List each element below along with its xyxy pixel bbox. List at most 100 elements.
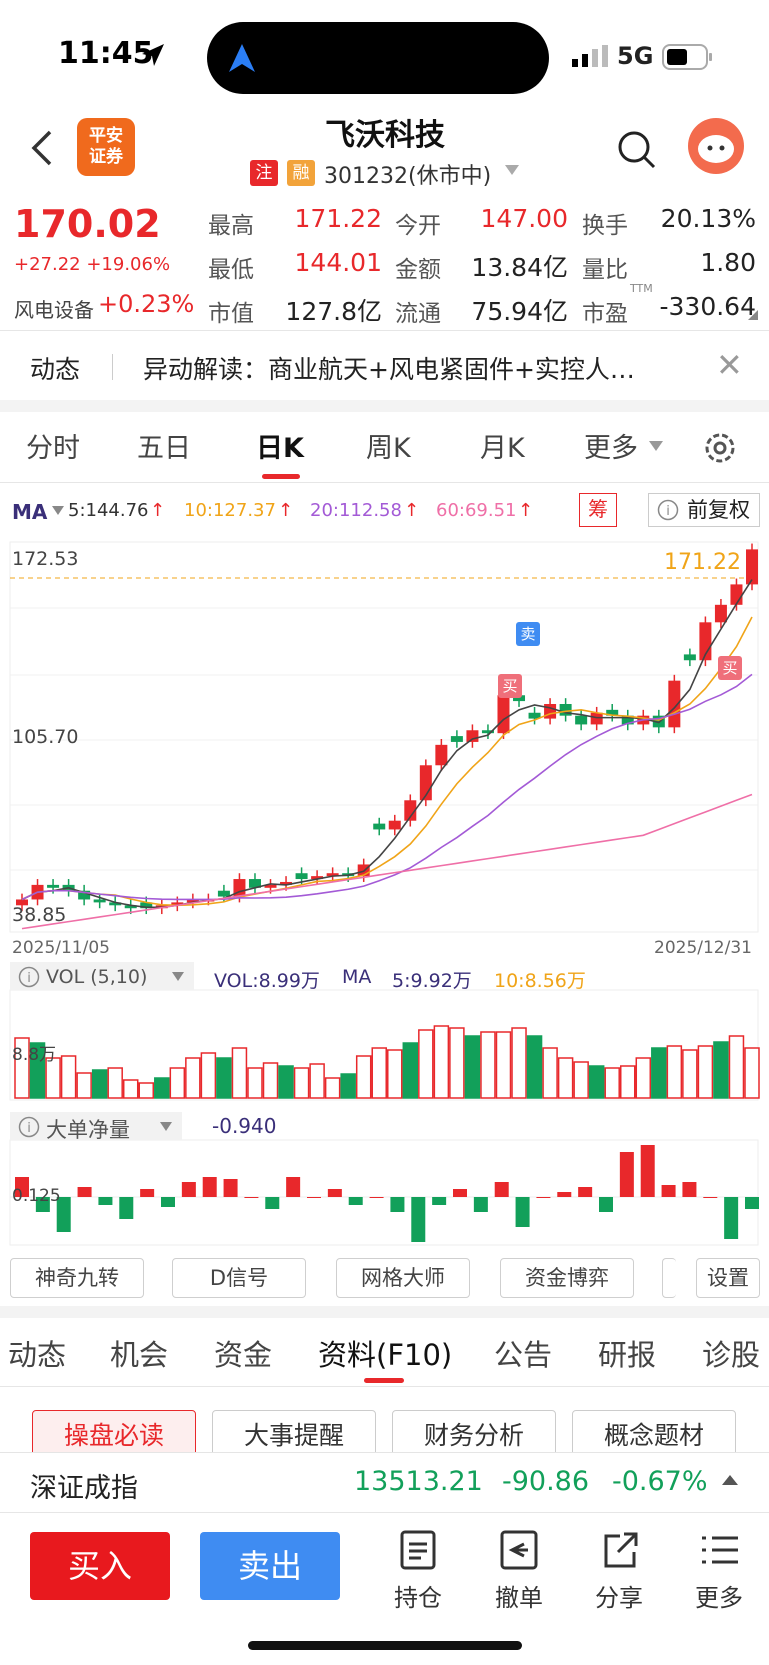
ftab-f10[interactable]: 资料(F10) [318,1338,453,1372]
sub-events[interactable]: 大事提醒 [212,1410,376,1458]
label-high: 最高 [208,213,254,239]
kline-chart[interactable] [0,0,769,1260]
info-icon: i [657,499,679,521]
volume-bar [728,1035,745,1099]
sell-button[interactable]: 卖出 [200,1532,340,1600]
more-label[interactable]: 更多 [695,1584,743,1612]
buy-signal-badge-2: 买 [718,656,742,680]
ma-line [21,579,753,909]
volume-bar [14,1037,30,1099]
back-icon[interactable] [28,128,58,168]
vol-dropdown-icon[interactable] [172,972,184,982]
ftab-active-indicator [364,1378,404,1383]
index-pct: -0.67% [612,1466,708,1497]
more-icon[interactable] [700,1530,740,1570]
date-end: 2025/12/31 [654,938,752,958]
index-expand-icon[interactable] [722,1474,738,1486]
settings-icon[interactable] [702,430,738,466]
adjust-mode-button[interactable]: i 前复权 [648,493,760,527]
tab-intraday[interactable]: 分时 [26,433,80,464]
candle-body [326,873,339,877]
volume-bar [29,1042,46,1099]
vol-title: VOL (5,10) [46,966,148,988]
bigorder-bar [536,1197,551,1198]
sector-name[interactable]: 风电设备 [14,298,94,322]
tab-daily-k[interactable]: 日K [256,433,304,464]
candle-body [295,873,308,880]
svg-text:i: i [666,504,670,519]
bigorder-dropdown-icon[interactable] [160,1122,172,1132]
ftab-opportunity[interactable]: 机会 [110,1338,169,1372]
tool-d-signal[interactable]: D信号 [172,1258,306,1298]
ma60-value: 60:69.51 [436,500,517,521]
tool-grid-master[interactable]: 网格大师 [336,1258,470,1298]
bigorder-bar [223,1179,238,1197]
tab-five-day[interactable]: 五日 [137,433,191,464]
vol-info-icon[interactable]: i [18,966,40,988]
ma10-value: 10:127.37 [184,500,276,521]
bigorder-bar [77,1187,92,1197]
volume-bar [744,1047,760,1099]
ftab-diagnosis[interactable]: 诊股 [702,1338,761,1372]
tab-weekly-k[interactable]: 周K [366,433,411,464]
tab-monthly-k[interactable]: 月K [480,433,525,464]
value-turnover: 20.13% [660,204,756,233]
index-bar[interactable] [0,1452,769,1512]
avatar[interactable] [688,118,744,174]
candle-body [93,899,106,903]
position-icon[interactable] [400,1530,436,1570]
tool-settings[interactable]: 设置 [696,1258,760,1298]
tab-more[interactable]: 更多 [584,433,638,464]
value-open: 147.00 [480,204,568,233]
stock-code[interactable]: 301232(休市中) [324,164,492,189]
close-icon[interactable]: ✕ [716,346,743,384]
bigorder-bar [119,1197,134,1219]
label-low: 最低 [208,257,254,283]
more-dropdown-icon[interactable] [648,440,664,452]
share-label[interactable]: 分享 [595,1584,643,1612]
bigorder-bar [35,1197,50,1212]
sub-financial[interactable]: 财务分析 [392,1410,556,1458]
value-pe: -330.64 [659,292,757,321]
cancel-order-label[interactable]: 撤单 [495,1584,543,1612]
candle-body [435,744,448,766]
ftab-announcement[interactable]: 公告 [494,1338,553,1372]
y-axis-mid: 105.70 [12,726,79,748]
bigorder-info-icon[interactable]: i [18,1116,40,1138]
ma-dropdown-icon[interactable] [52,506,64,516]
tool-nine-turn[interactable]: 神奇九转 [10,1258,144,1298]
candle-body [466,730,479,742]
dropdown-icon[interactable] [504,164,520,176]
news-text[interactable]: 异动解读：商业航天+风电紧固件+实控人… [143,355,635,384]
ma-label[interactable]: MA [12,500,48,524]
sub-concepts[interactable]: 概念题材 [572,1410,736,1458]
volume-bar [713,1041,729,1099]
share-icon[interactable] [600,1530,640,1570]
buy-button[interactable]: 买入 [30,1532,170,1600]
tool-capital-game[interactable]: 资金博弈 [500,1258,634,1298]
network-type: 5G [617,42,654,70]
candle-body [404,800,417,821]
sub-must-read[interactable]: 操盘必读 [32,1410,196,1458]
volume-bar [169,1067,186,1099]
ftab-research[interactable]: 研报 [598,1338,657,1372]
value-low: 144.01 [294,248,382,277]
position-label[interactable]: 持仓 [394,1584,442,1612]
volume-bar [604,1067,620,1099]
chip-distribution-button[interactable]: 筹 [579,493,617,527]
volume-bar [651,1047,667,1099]
vol-ma-label: MA [342,966,372,988]
ma60-line [21,793,753,930]
vol-indicator-selector[interactable] [10,962,194,990]
expand-corner-icon[interactable] [748,310,758,320]
candle-body [450,736,463,742]
ma10-up-icon: ↑ [278,500,294,521]
candle-body [528,712,541,719]
current-price: 170.02 [14,202,161,246]
tool-partial[interactable] [662,1258,676,1298]
ftab-capital[interactable]: 资金 [214,1338,273,1372]
ftab-news[interactable]: 动态 [8,1338,67,1372]
bigorder-title: 大单净量 [46,1118,130,1142]
search-icon[interactable] [617,130,657,170]
cancel-order-icon[interactable] [500,1530,538,1570]
